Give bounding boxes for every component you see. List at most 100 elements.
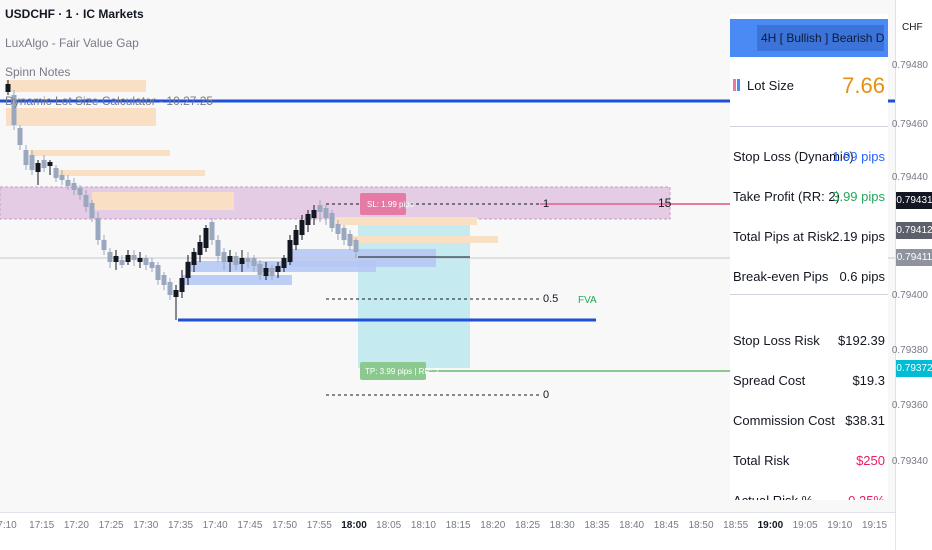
panel-divider [730,126,888,127]
candle-body [143,258,149,265]
candle-body [275,266,281,272]
pips-metric-label: Take Profit (RR: 2) [733,189,840,204]
candle-body [155,265,161,280]
candle-body [107,252,113,262]
time-tick: 17:30 [133,520,159,531]
price-tick: 0.79360 [891,400,928,411]
time-tick: 18:35 [584,520,610,531]
candle-body [239,258,245,264]
fib-level-label: 0.5 [543,293,558,305]
candle-body [161,275,167,285]
risk-metric-label: Spread Cost [733,373,806,388]
candle-body [353,240,359,252]
time-axis[interactable]: 7:10 17:15 17:20 17:25 17:30 17:35 17:40 17:45 1… [0,512,895,550]
time-tick: 18:20 [480,520,506,531]
pips-metric-row: Stop Loss (Dynamic) 1.99 pips [733,147,885,167]
time-tick: 17:50 [272,520,298,531]
candle-body [209,222,215,240]
pips-metric-row: Total Pips at Risk 2.19 pips [733,227,885,247]
candle-body [347,234,353,246]
pips-metric-label: Stop Loss (Dynamic) [733,149,854,164]
candle-body [263,268,269,276]
candle-body [305,214,311,225]
candle-body [281,258,287,268]
price-tick: 0.79440 [891,172,928,183]
candle-body [191,252,197,265]
candle-body [101,240,107,250]
candle-body [17,128,23,145]
time-tick: 7:10 [0,520,17,531]
fvg-zone-orange [350,236,498,243]
risk-metric-label: Stop Loss Risk [733,333,820,348]
candle-body [227,256,233,262]
take-profit-zone [358,220,470,368]
take-profit-tag-text: TP: 3.99 pips | RR: 2 [365,367,440,376]
indicator-fair-value-gap[interactable]: LuxAlgo - Fair Value Gap [5,36,139,50]
candle-body [167,282,173,295]
candle-body [269,268,275,276]
candle-body [131,255,137,260]
time-tick: 18:40 [619,520,645,531]
indicator-spinn-notes[interactable]: Spinn Notes [5,65,71,79]
candle-body [77,188,83,195]
time-tick: 19:15 [861,520,888,531]
candle-body [89,203,95,218]
chart-area[interactable]: SL: 1.99 pips TP: 3.99 pips | RR: 2 1 0.5 0 1… [0,0,895,512]
fvg-zone-orange [6,80,146,92]
pips-metric-label: Break-even Pips [733,269,829,284]
currency-label[interactable]: CHF [902,22,923,33]
time-tick: 18:45 [653,520,679,531]
fvg-header-label: 4H [ Bullish ] Bearish D1 FVG ] [757,25,884,51]
price-tag[interactable]: 0.79372 [896,360,932,377]
candle-body [251,258,257,266]
take-profit-tag [360,362,426,380]
risk-metric-label: Commission Cost [733,413,835,428]
fvg-zone-orange [55,170,205,176]
candle-body [83,195,89,207]
symbol-title[interactable]: USDCHF · 1 · IC Markets [5,7,144,21]
candle-body [245,258,251,262]
risk-metric-row: Stop Loss Risk $192.39 [733,331,885,351]
candle-body [185,262,191,278]
price-tag[interactable]: 0.79412 [896,222,932,239]
price-tick: 0.79400 [891,290,928,301]
candle-body [299,220,305,235]
candle-body [203,228,209,248]
risk-metric-value: $250 [856,453,885,468]
pips-metric-value: 2.19 pips [832,229,885,244]
price-tick: 0.79340 [891,456,928,467]
fvg-header: 4H [ Bullish ] Bearish D1 FVG ] [730,19,888,57]
time-tick: 19:05 [792,520,818,531]
indicator-lot-size-calculator[interactable]: Dynamic Lot Size Calculator - 10.27.25 [5,94,214,108]
fib-level-label: 1 [543,198,549,210]
candle-body [137,258,143,262]
candle-body [41,160,47,168]
risk-metric-value: $19.3 [852,373,885,388]
candle-body [119,260,125,265]
pips-metric-value: 1.99 pips [832,149,885,164]
price-axis[interactable]: CHF 0.79480 0.79460 0.79440 0.79400 0.79380 0… [891,0,932,550]
candle-body [113,256,119,262]
time-tick: 17:40 [202,520,228,531]
candle-body [35,163,41,172]
candle-body [323,208,329,218]
pips-metric-row: Take Profit (RR: 2) 3.99 pips [733,187,885,207]
candle-body [233,256,239,265]
candle-body [53,168,59,178]
time-tick: 18:10 [410,520,436,531]
risk-metric-row: Actual Risk % 0.25% [733,491,885,500]
candle-body [335,224,341,234]
stop-loss-tag-text: SL: 1.99 pips [367,200,414,209]
time-tick: 18:55 [723,520,749,531]
risk-metric-row: Commission Cost $38.31 [733,411,885,431]
time-tick: 18:05 [376,520,402,531]
candle-body [311,210,317,218]
candle-body [173,290,179,297]
price-tag[interactable]: 0.79411 [896,249,932,266]
panel-divider [730,294,888,295]
chart-legend: USDCHF · 1 · IC Markets LuxAlgo - Fair V… [5,7,213,123]
fvg-zone-orange [92,192,234,210]
price-tag[interactable]: 0.79431 [896,192,932,209]
pips-metric-row: Break-even Pips 0.6 pips [733,267,885,287]
candle-body [215,240,221,256]
